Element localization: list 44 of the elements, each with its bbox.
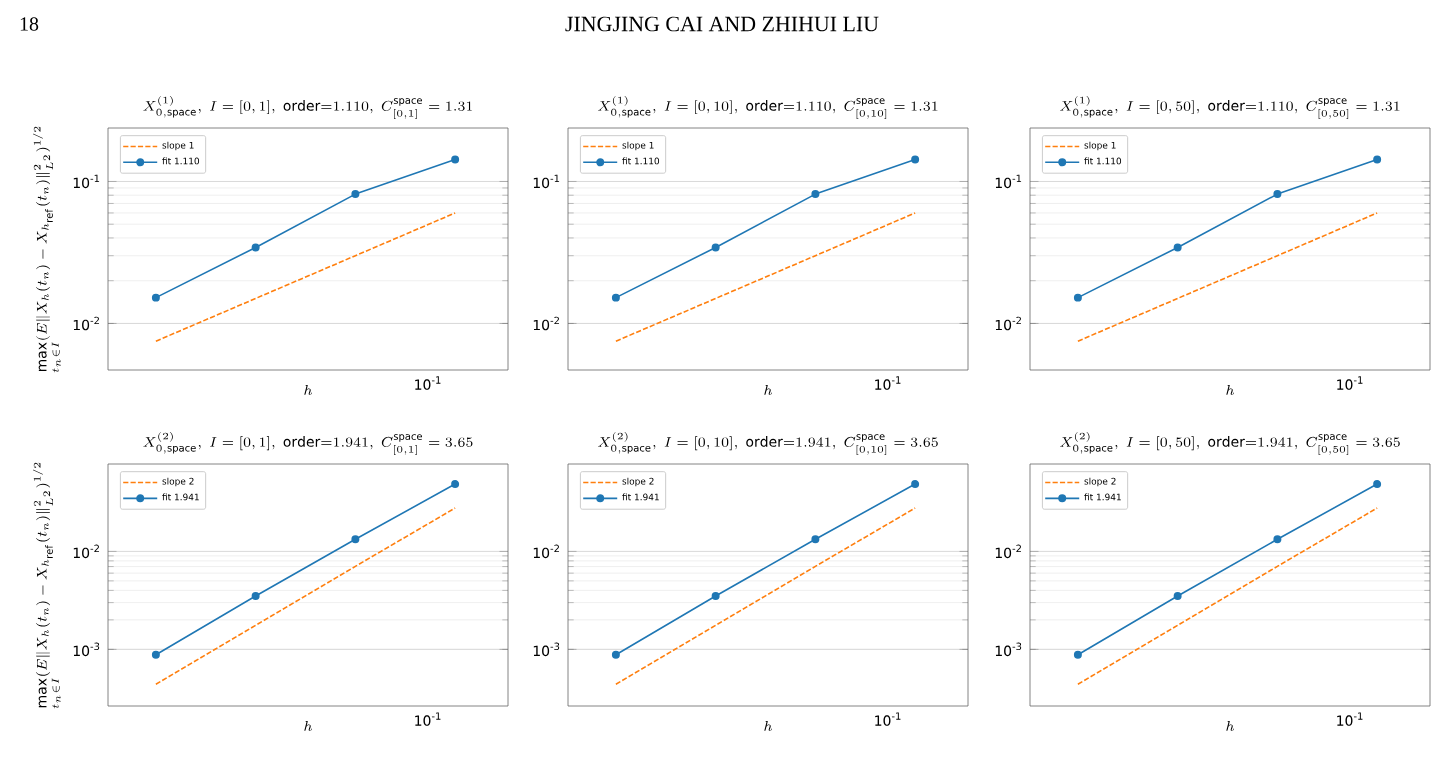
x-axis-title: $h$: [1226, 721, 1235, 731]
point: [1273, 190, 1282, 199]
point: [351, 190, 360, 199]
point: [1173, 243, 1182, 252]
line-series: [155, 212, 456, 342]
line-series: [155, 507, 456, 686]
x-axis-title: $h$: [764, 721, 772, 731]
x-axis-title: $h$: [304, 385, 312, 395]
point: [251, 592, 260, 601]
point: [351, 535, 360, 544]
point: [611, 293, 620, 302]
x-axis-title: $h$: [1226, 385, 1235, 395]
chart-title: $X^{(2)}_{0,\mathrm{space}},\ I=[0,50],\ \mathrm{order}{=}1.941,\ C^{\mathrm{space}}_{[0,50]}=3.65$: [1059, 431, 1400, 456]
point: [1173, 592, 1182, 601]
point: [451, 480, 460, 489]
point: [1373, 480, 1382, 489]
point: [251, 243, 260, 252]
point: [1373, 155, 1382, 164]
point: [151, 293, 160, 302]
y-axis-title: $\max\limits_{t_n\in I}(E\|X_h(t_n)-X_{h_{\mathrm{ref}}}(t_n)\|^2_{L^2})^{1/2}$: [32, 126, 61, 373]
x-axis-title: $h$: [764, 385, 772, 395]
point: [1273, 535, 1282, 544]
line-series: [615, 507, 916, 686]
x-axis-title: $h$: [304, 721, 312, 731]
point: [611, 650, 620, 659]
point: [151, 650, 160, 659]
text: 18: [20, 17, 39, 31]
line-series: [1077, 507, 1378, 686]
y-axis-title: $\max\limits_{t_n\in I}(E\|X_h(t_n)-X_{h_{\mathrm{ref}}}(t_n)\|^2_{L^2})^{1/2}$: [32, 462, 61, 709]
chart-title: $X^{(1)}_{0,\mathrm{space}},\ I=[0,1],\ \mathrm{order}{=}1.110,\ C^{\mathrm{space}}_{[0,1]}=1.31$: [143, 95, 473, 120]
point: [1073, 650, 1082, 659]
text: JINGJING CAI AND ZHIHUI LIU: [565, 16, 879, 32]
chart-title: $X^{(2)}_{0,\mathrm{space}},\ I=[0,1],\ \mathrm{order}{=}1.941,\ C^{\mathrm{space}}_{[0,1]}=3.65$: [143, 431, 473, 456]
point: [811, 535, 820, 544]
point: [711, 592, 720, 601]
point: [451, 155, 460, 164]
point: [911, 155, 920, 164]
point: [811, 190, 820, 199]
chart-title: $X^{(2)}_{0,\mathrm{space}},\ I=[0,10],\ \mathrm{order}{=}1.941,\ C^{\mathrm{space}}_{[0,10]}=3.65$: [597, 431, 938, 456]
chart-title: $X^{(1)}_{0,\mathrm{space}},\ I=[0,50],\ \mathrm{order}{=}1.110,\ C^{\mathrm{space}}_{[0,50]}=1.31$: [1059, 95, 1400, 120]
point: [1073, 293, 1082, 302]
point: [911, 480, 920, 489]
point: [711, 243, 720, 252]
chart-title: $X^{(1)}_{0,\mathrm{space}},\ I=[0,10],\ \mathrm{order}{=}1.110,\ C^{\mathrm{space}}_{[0,10]}=1.31$: [597, 95, 938, 120]
